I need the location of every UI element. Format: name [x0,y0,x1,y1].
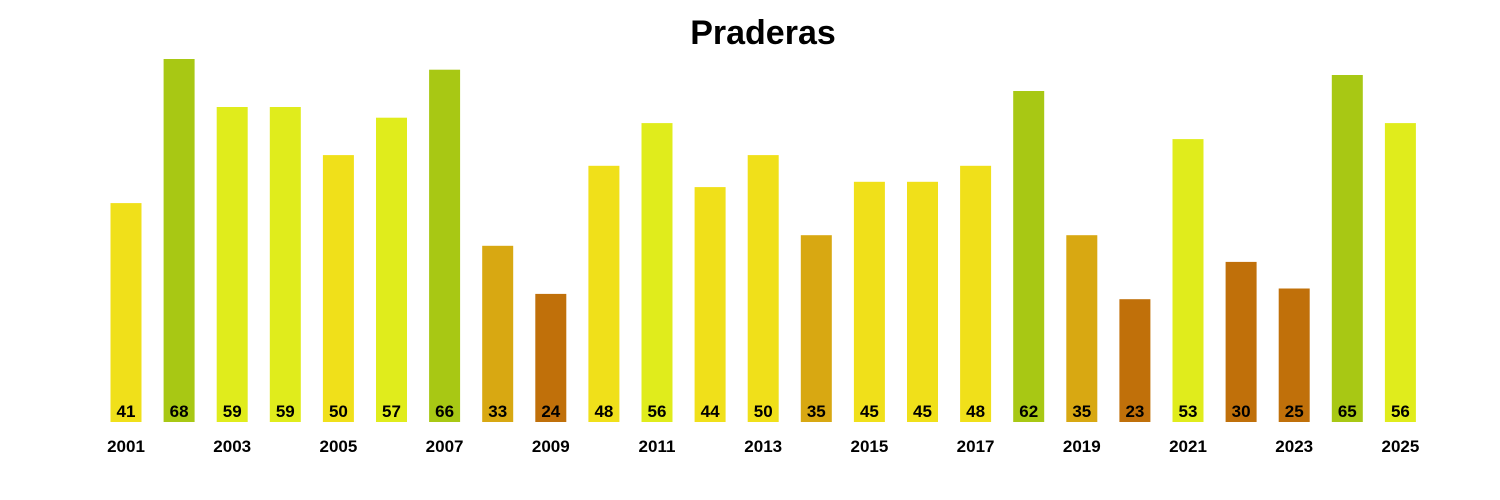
x-tick-label-2025: 2025 [1381,437,1419,456]
value-label-2010: 48 [594,402,613,421]
x-tick-label-2001: 2001 [107,437,145,456]
x-tick-label-2003: 2003 [213,437,251,456]
value-labels-group: 41 68 59 59 50 57 66 33 24 48 56 44 50 35 45 45 48 62 35 23… [117,402,1410,421]
bar-2018 [1013,91,1045,422]
bar-2015 [853,181,885,422]
x-tick-label-2021: 2021 [1169,437,1207,456]
bar-2002 [163,59,195,422]
bar-2012 [694,187,726,422]
value-label-2015: 45 [860,402,879,421]
value-label-2024: 65 [1338,402,1357,421]
bar-2006 [376,117,407,422]
bar-2007 [429,69,461,422]
value-label-2013: 50 [754,402,773,421]
x-tick-label-2023: 2023 [1275,437,1313,456]
value-label-2025: 56 [1391,402,1410,421]
value-label-2021: 53 [1179,402,1198,421]
x-tick-label-2007: 2007 [426,437,464,456]
bar-2011 [641,123,673,422]
value-label-2017: 48 [966,402,985,421]
bar-2010 [588,165,620,423]
value-label-2011: 56 [648,402,667,421]
value-label-2022: 30 [1232,402,1251,421]
value-label-2008: 33 [488,402,507,421]
bar-2001 [110,203,142,422]
bar-2017 [960,165,992,423]
bar-2022 [1225,261,1257,422]
value-label-2014: 35 [807,402,826,421]
bar-2020 [1119,299,1151,422]
x-tick-label-2019: 2019 [1063,437,1101,456]
value-label-2009: 24 [541,402,560,421]
bar-2023 [1278,288,1310,422]
x-tick-label-2009: 2009 [532,437,570,456]
x-tick-label-2015: 2015 [850,437,888,456]
bar-2005 [322,155,354,422]
x-tick-label-2011: 2011 [639,437,676,456]
value-label-2004: 59 [276,402,295,421]
value-label-2003: 59 [223,402,242,421]
x-tick-label-2017: 2017 [957,437,995,456]
bar-2009 [535,293,567,422]
bar-2014 [800,235,832,422]
bar-2004 [269,107,301,422]
value-label-2020: 23 [1125,402,1144,421]
x-tick-label-2013: 2013 [744,437,782,456]
bar-2016 [907,181,938,422]
value-label-2018: 62 [1019,402,1038,421]
x-tick-label-2005: 2005 [319,437,357,456]
bar-2021 [1172,139,1204,422]
value-label-2016: 45 [913,402,932,421]
chart-title: Praderas [690,14,836,52]
bar-2019 [1066,235,1098,422]
bar-2025 [1384,123,1416,422]
bar-2024 [1331,75,1363,422]
value-label-2002: 68 [170,402,189,421]
value-label-2012: 44 [701,402,720,421]
bar-2013 [747,155,779,422]
bar-2008 [482,245,514,422]
value-label-2023: 25 [1285,402,1304,421]
value-label-2019: 35 [1072,402,1091,421]
bars-group [110,59,1416,423]
value-label-2005: 50 [329,402,348,421]
bar-2003 [216,107,248,422]
value-label-2007: 66 [435,402,454,421]
value-label-2001: 41 [117,402,136,421]
x-axis-tick-labels: 2001 2003 2005 2007 2009 2011 2013 2015 2017 2019… [107,437,1419,456]
value-label-2006: 57 [382,402,401,421]
